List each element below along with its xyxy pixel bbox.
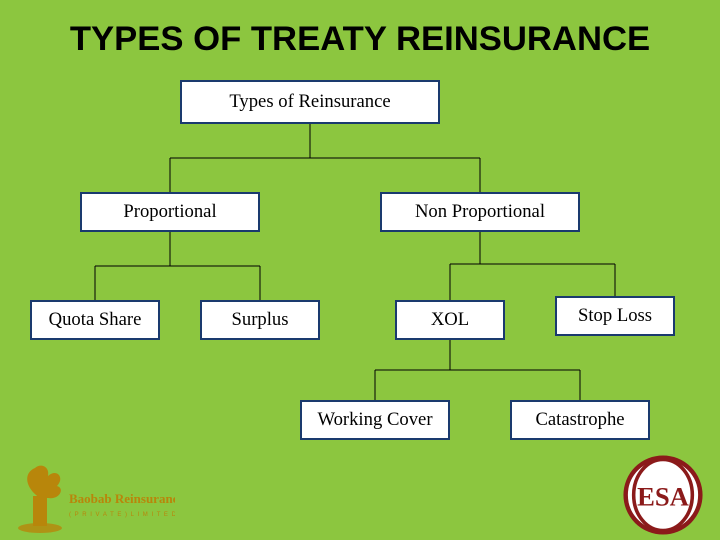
node-label: XOL: [431, 309, 469, 331]
node-label: Catastrophe: [535, 409, 624, 431]
node-prop: Proportional: [80, 192, 260, 232]
logo-baobab: Baobab Reinsurance ( P R I V A T E ) L I…: [10, 455, 180, 540]
node-label: Proportional: [123, 201, 216, 223]
slide-title: TYPES OF TREATY REINSURANCE: [0, 20, 720, 59]
node-label: Working Cover: [317, 409, 432, 431]
logo-baobab-subtext: ( P R I V A T E ) L I M I T E D: [69, 512, 175, 518]
node-label: Quota Share: [49, 309, 142, 331]
node-surplus: Surplus: [200, 300, 320, 340]
logo-esa-text: ESA: [637, 482, 690, 512]
logo-baobab-text: Baobab Reinsurance: [69, 491, 175, 506]
node-label: Surplus: [231, 309, 288, 331]
node-nonprop: Non Proportional: [380, 192, 580, 232]
logo-esa: ESA: [618, 450, 708, 540]
node-quota: Quota Share: [30, 300, 160, 340]
node-label: Stop Loss: [578, 305, 652, 327]
node-xol: XOL: [395, 300, 505, 340]
node-root: Types of Reinsurance: [180, 80, 440, 124]
node-label: Types of Reinsurance: [229, 91, 390, 113]
node-cat: Catastrophe: [510, 400, 650, 440]
node-label: Non Proportional: [415, 201, 545, 223]
node-stop: Stop Loss: [555, 296, 675, 336]
node-working: Working Cover: [300, 400, 450, 440]
